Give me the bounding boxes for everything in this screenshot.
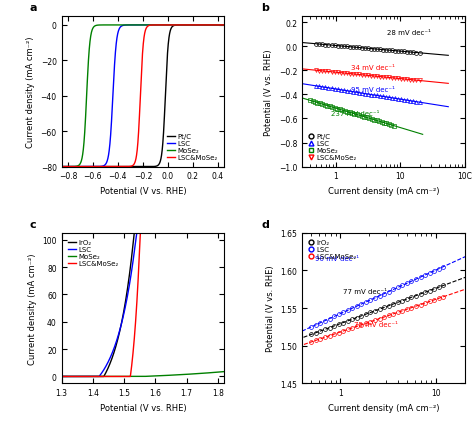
MoSe₂ <box>67 164 73 170</box>
Text: 77 mV dec⁻¹: 77 mV dec⁻¹ <box>343 288 387 294</box>
Line: LSC: LSC <box>62 233 224 377</box>
Text: 28 mV dec⁻¹: 28 mV dec⁻¹ <box>386 30 430 36</box>
LSC <box>67 164 73 170</box>
LSC <box>138 231 144 236</box>
LSC&MoSe₂ <box>137 231 143 236</box>
IrO₂ <box>138 231 144 236</box>
Legend: IrO₂, LSC, MoSe₂, LSC&MoSe₂: IrO₂, LSC, MoSe₂, LSC&MoSe₂ <box>65 237 121 269</box>
LSC <box>221 23 227 29</box>
LSC&MoSe₂ <box>134 309 139 314</box>
LSC <box>217 231 222 236</box>
LSC&MoSe₂ <box>138 231 144 236</box>
Legend: Pt/C, LSC, MoSe₂, LSC&MoSe₂: Pt/C, LSC, MoSe₂, LSC&MoSe₂ <box>164 131 220 164</box>
LSC&MoSe₂ <box>138 88 144 93</box>
LSC&MoSe₂ <box>67 374 73 379</box>
LSC&MoSe₂ <box>67 164 73 170</box>
X-axis label: Potential (V vs. RHE): Potential (V vs. RHE) <box>100 403 186 412</box>
LSC <box>187 231 192 236</box>
MoSe₂ <box>217 370 222 375</box>
Text: b: b <box>262 3 269 13</box>
MoSe₂ <box>221 23 227 29</box>
Line: LSC&MoSe₂: LSC&MoSe₂ <box>62 26 224 167</box>
LSC <box>217 231 222 236</box>
IrO₂ <box>134 231 139 236</box>
Pt/C <box>221 23 227 29</box>
MoSe₂ <box>67 374 73 379</box>
LSC&MoSe₂ <box>217 231 222 236</box>
Text: c: c <box>29 219 36 229</box>
IrO₂ <box>217 231 222 236</box>
LSC <box>138 23 144 29</box>
LSC <box>221 231 227 236</box>
Y-axis label: Potential (V vs. RHE): Potential (V vs. RHE) <box>264 49 273 135</box>
MoSe₂ <box>187 23 192 29</box>
LSC&MoSe₂ <box>187 231 192 236</box>
MoSe₂ <box>217 23 222 29</box>
LSC&MoSe₂ <box>217 23 222 29</box>
MoSe₂ <box>138 23 144 29</box>
LSC&MoSe₂ <box>134 155 139 160</box>
LSC <box>217 23 222 29</box>
Line: IrO₂: IrO₂ <box>62 233 224 377</box>
IrO₂ <box>59 374 64 379</box>
MoSe₂ <box>134 374 139 379</box>
X-axis label: Current density (mA cm⁻²): Current density (mA cm⁻²) <box>328 187 439 196</box>
MoSe₂ <box>134 23 139 29</box>
Y-axis label: Current density (mA cm⁻²): Current density (mA cm⁻²) <box>26 37 35 148</box>
Text: 34 mV dec⁻¹: 34 mV dec⁻¹ <box>351 65 395 71</box>
LSC <box>217 23 222 29</box>
Pt/C <box>217 23 222 29</box>
IrO₂ <box>131 231 137 236</box>
LSC&MoSe₂ <box>187 23 192 29</box>
Legend: IrO₂, LSC, LSC&MoSe₂: IrO₂, LSC, LSC&MoSe₂ <box>306 237 359 262</box>
Line: LSC: LSC <box>62 26 224 167</box>
Y-axis label: Current density (mA cm⁻²): Current density (mA cm⁻²) <box>27 253 36 364</box>
Line: LSC&MoSe₂: LSC&MoSe₂ <box>62 233 224 377</box>
LSC <box>59 164 64 170</box>
MoSe₂ <box>138 374 144 379</box>
MoSe₂ <box>221 369 227 374</box>
Text: a: a <box>29 3 36 13</box>
MoSe₂ <box>59 164 64 170</box>
MoSe₂ <box>59 374 64 379</box>
LSC&MoSe₂ <box>217 231 222 236</box>
LSC&MoSe₂ <box>59 374 64 379</box>
LSC <box>134 231 139 236</box>
LSC <box>134 23 139 29</box>
MoSe₂ <box>217 23 222 29</box>
Line: MoSe₂: MoSe₂ <box>62 372 224 377</box>
Text: 75 mV dec⁻¹: 75 mV dec⁻¹ <box>354 321 398 327</box>
LSC <box>67 374 73 379</box>
IrO₂ <box>187 231 192 236</box>
Legend: Pt/C, LSC, MoSe₂, LSC&MoSe₂: Pt/C, LSC, MoSe₂, LSC&MoSe₂ <box>306 131 359 164</box>
Line: Pt/C: Pt/C <box>62 26 224 167</box>
Text: d: d <box>262 219 269 229</box>
Pt/C <box>59 164 64 170</box>
Y-axis label: Potential (V vs. RHE): Potential (V vs. RHE) <box>266 265 275 351</box>
LSC <box>134 233 139 239</box>
Pt/C <box>134 164 139 170</box>
IrO₂ <box>221 231 227 236</box>
Pt/C <box>187 23 192 29</box>
MoSe₂ <box>217 370 222 375</box>
LSC&MoSe₂ <box>221 231 227 236</box>
IrO₂ <box>67 374 73 379</box>
LSC <box>187 23 192 29</box>
MoSe₂ <box>187 372 192 377</box>
Line: MoSe₂: MoSe₂ <box>62 26 224 167</box>
IrO₂ <box>217 231 222 236</box>
Pt/C <box>67 164 73 170</box>
Text: 90 mV dec⁻¹: 90 mV dec⁻¹ <box>315 255 359 261</box>
Text: 95 mV dec⁻¹: 95 mV dec⁻¹ <box>351 87 395 93</box>
Pt/C <box>138 164 144 170</box>
X-axis label: Potential (V vs. RHE): Potential (V vs. RHE) <box>100 187 186 196</box>
Text: 237 mV dec⁻¹: 237 mV dec⁻¹ <box>331 111 380 117</box>
Pt/C <box>217 23 222 29</box>
LSC&MoSe₂ <box>221 23 227 29</box>
X-axis label: Current density (mA cm⁻²): Current density (mA cm⁻²) <box>328 403 439 412</box>
LSC&MoSe₂ <box>217 23 222 29</box>
LSC <box>59 374 64 379</box>
LSC&MoSe₂ <box>59 164 64 170</box>
